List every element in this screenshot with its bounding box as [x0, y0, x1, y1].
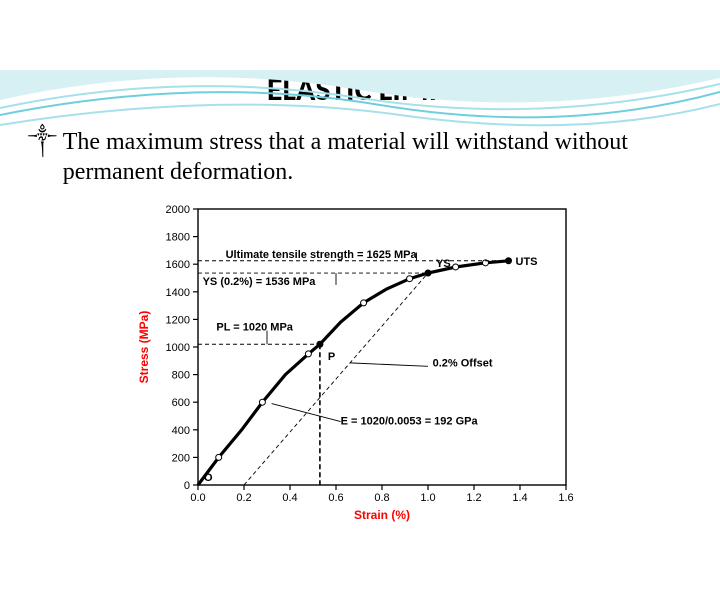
svg-text:0.8: 0.8 — [374, 492, 389, 504]
svg-text:600: 600 — [172, 397, 190, 409]
svg-text:E = 1020/0.0053 = 192 GPa: E = 1020/0.0053 = 192 GPa — [341, 415, 479, 427]
bullet-row: ༒ The maximum stress that a material wil… — [28, 127, 692, 187]
svg-text:1800: 1800 — [166, 232, 190, 244]
svg-text:Strain (%): Strain (%) — [354, 508, 410, 522]
svg-text:O: O — [204, 472, 213, 484]
svg-text:YS: YS — [436, 258, 451, 270]
svg-text:1.4: 1.4 — [512, 492, 527, 504]
svg-text:1.2: 1.2 — [466, 492, 481, 504]
svg-text:UTS: UTS — [516, 256, 538, 268]
svg-text:1.6: 1.6 — [558, 492, 573, 504]
svg-text:0.2: 0.2 — [236, 492, 251, 504]
svg-text:P: P — [328, 351, 335, 363]
svg-text:Stress (MPa): Stress (MPa) — [137, 311, 151, 384]
svg-text:1400: 1400 — [166, 287, 190, 299]
svg-text:1600: 1600 — [166, 259, 190, 271]
svg-text:1.0: 1.0 — [420, 492, 435, 504]
slide: ELASTIC LIMIT ༒ The maximum stress that … — [0, 70, 720, 610]
svg-text:400: 400 — [172, 425, 190, 437]
svg-text:0.4: 0.4 — [282, 492, 297, 504]
svg-text:1200: 1200 — [166, 314, 190, 326]
svg-text:1000: 1000 — [166, 342, 190, 354]
stress-strain-chart: 0.0 0.2 0.4 0.6 0.8 1.0 1.2 1.4 1.6 0 200 400 600 800… — [130, 195, 590, 525]
bullet-block: ༒ The maximum stress that a material wil… — [28, 127, 692, 187]
svg-text:800: 800 — [172, 370, 190, 382]
svg-text:0.2% Offset: 0.2% Offset — [433, 357, 493, 369]
decorative-waves — [0, 70, 720, 135]
bullet-text: The maximum stress that a material will … — [63, 127, 692, 187]
svg-text:0.6: 0.6 — [328, 492, 343, 504]
svg-text:200: 200 — [172, 452, 190, 464]
svg-text:2000: 2000 — [166, 204, 190, 216]
chart-container: 0.0 0.2 0.4 0.6 0.8 1.0 1.2 1.4 1.6 0 200 400 600 800… — [0, 195, 720, 525]
svg-text:0: 0 — [184, 480, 190, 492]
svg-text:PL = 1020 MPa: PL = 1020 MPa — [216, 321, 293, 333]
svg-text:Ultimate tensile strength = 16: Ultimate tensile strength = 1625 MPa — [226, 249, 418, 261]
svg-text:0.0: 0.0 — [190, 492, 205, 504]
svg-text:YS (0.2%) = 1536 MPa: YS (0.2%) = 1536 MPa — [203, 276, 317, 288]
